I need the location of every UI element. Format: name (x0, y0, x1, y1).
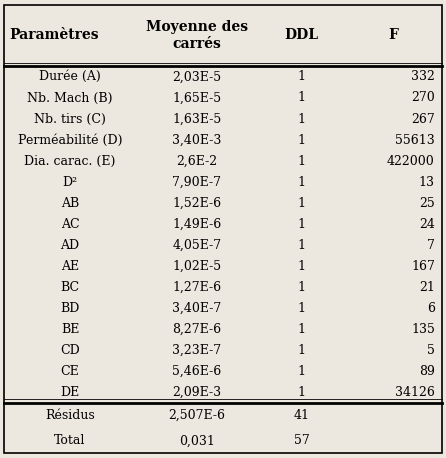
Text: CE: CE (61, 365, 79, 378)
Text: DE: DE (60, 386, 80, 399)
Text: 1: 1 (297, 260, 306, 273)
Text: 422000: 422000 (387, 155, 435, 168)
Text: 1,52E-6: 1,52E-6 (172, 196, 221, 210)
Text: Perméabilité (D): Perméabilité (D) (18, 134, 122, 147)
Text: 6: 6 (427, 302, 435, 315)
Text: 3,23E-7: 3,23E-7 (172, 344, 221, 357)
Text: 1: 1 (297, 155, 306, 168)
Text: 1: 1 (297, 92, 306, 104)
Text: 3,40E-7: 3,40E-7 (172, 302, 221, 315)
Text: BD: BD (60, 302, 80, 315)
Text: 1: 1 (297, 344, 306, 357)
Text: 1,27E-6: 1,27E-6 (172, 281, 221, 294)
Text: 2,03E-5: 2,03E-5 (172, 71, 221, 83)
Text: 5: 5 (427, 344, 435, 357)
Text: 2,6E-2: 2,6E-2 (176, 155, 217, 168)
Text: D²: D² (62, 175, 78, 189)
Text: 1: 1 (297, 323, 306, 336)
Text: 270: 270 (411, 92, 435, 104)
Text: 2,09E-3: 2,09E-3 (172, 386, 221, 399)
Text: 1: 1 (297, 196, 306, 210)
Text: 7,90E-7: 7,90E-7 (172, 175, 221, 189)
Text: 3,40E-3: 3,40E-3 (172, 134, 222, 147)
Text: 167: 167 (411, 260, 435, 273)
Text: 1: 1 (297, 239, 306, 252)
Text: 1: 1 (297, 134, 306, 147)
Text: Dia. carac. (E): Dia. carac. (E) (25, 155, 116, 168)
Text: 5,46E-6: 5,46E-6 (172, 365, 221, 378)
Text: 4,05E-7: 4,05E-7 (172, 239, 221, 252)
Text: 25: 25 (419, 196, 435, 210)
Text: Paramètres: Paramètres (9, 28, 99, 43)
Text: 1: 1 (297, 281, 306, 294)
Text: 1,49E-6: 1,49E-6 (172, 218, 221, 231)
Text: 1: 1 (297, 175, 306, 189)
Text: 57: 57 (294, 434, 310, 447)
Text: 55613: 55613 (395, 134, 435, 147)
Text: Résidus: Résidus (45, 409, 95, 422)
Text: 332: 332 (411, 71, 435, 83)
Text: F: F (388, 28, 398, 43)
Text: AC: AC (61, 218, 79, 231)
Text: 267: 267 (411, 113, 435, 125)
Text: 24: 24 (419, 218, 435, 231)
Text: AD: AD (61, 239, 79, 252)
Text: DDL: DDL (285, 28, 319, 43)
Text: 89: 89 (419, 365, 435, 378)
Text: AB: AB (61, 196, 79, 210)
Text: 1: 1 (297, 302, 306, 315)
Text: 21: 21 (419, 281, 435, 294)
Text: 0,031: 0,031 (179, 434, 215, 447)
Text: 13: 13 (419, 175, 435, 189)
Text: BC: BC (61, 281, 79, 294)
Text: 1: 1 (297, 71, 306, 83)
Text: BE: BE (61, 323, 79, 336)
Text: Durée (A): Durée (A) (39, 71, 101, 83)
Text: 8,27E-6: 8,27E-6 (172, 323, 221, 336)
Text: 1,02E-5: 1,02E-5 (172, 260, 221, 273)
Text: 2,507E-6: 2,507E-6 (168, 409, 225, 422)
Text: 1: 1 (297, 365, 306, 378)
Text: 1,65E-5: 1,65E-5 (172, 92, 221, 104)
Text: 7: 7 (427, 239, 435, 252)
Text: Total: Total (54, 434, 86, 447)
Text: 1: 1 (297, 386, 306, 399)
Text: 1: 1 (297, 218, 306, 231)
Text: 34126: 34126 (395, 386, 435, 399)
Text: Moyenne des
carrés: Moyenne des carrés (146, 21, 248, 50)
Text: AE: AE (61, 260, 79, 273)
Text: 1,63E-5: 1,63E-5 (172, 113, 221, 125)
Text: 41: 41 (293, 409, 310, 422)
Text: Nb. tirs (C): Nb. tirs (C) (34, 113, 106, 125)
Text: Nb. Mach (B): Nb. Mach (B) (27, 92, 113, 104)
Text: 1: 1 (297, 113, 306, 125)
Text: 135: 135 (411, 323, 435, 336)
Text: CD: CD (60, 344, 80, 357)
